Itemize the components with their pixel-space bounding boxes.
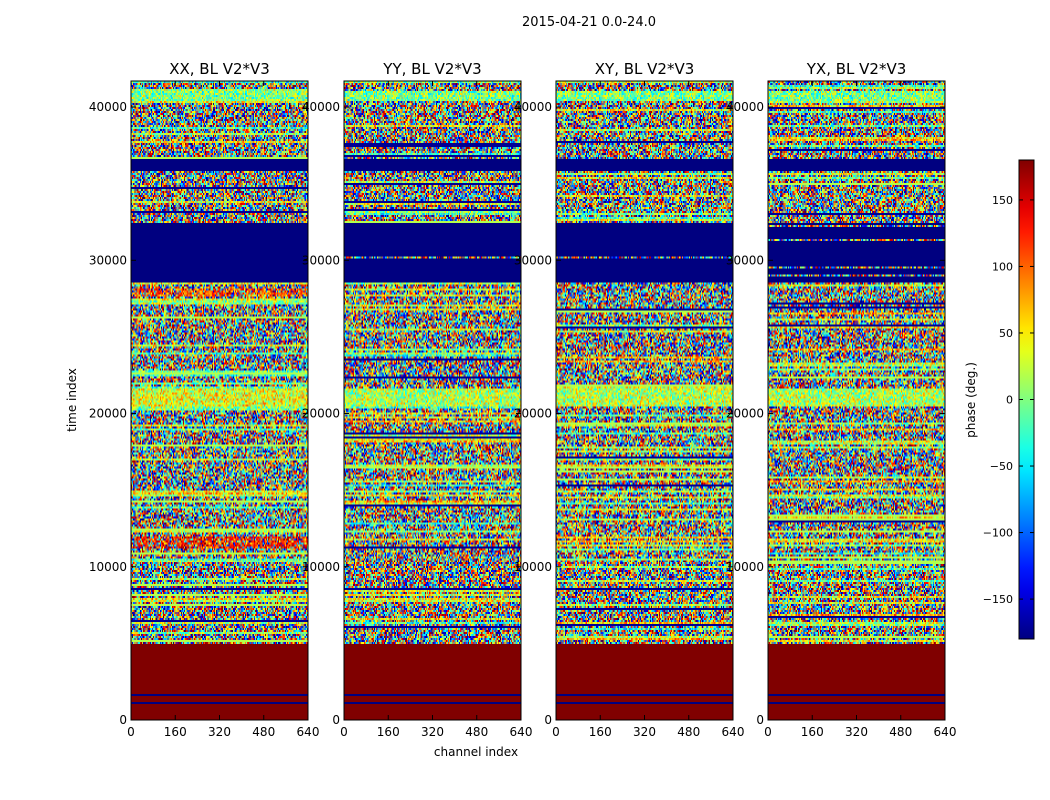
heatmap-image xyxy=(556,81,733,720)
y-tick-label: 40000 xyxy=(302,100,340,114)
panel-3: YX, BL V2*V3 0 160 320 480 640 0 10000 20000 3000… xyxy=(726,60,957,739)
x-tick-label: 640 xyxy=(934,725,957,739)
y-tick-label: 0 xyxy=(544,713,552,727)
x-tick-label: 480 xyxy=(677,725,700,739)
panels-group: XX, BL V2*V3 0 160 320 480 640 0 10000 20000 3000… xyxy=(89,60,957,739)
colorbar-tick-label: 150 xyxy=(992,194,1013,207)
y-tick-label: 10000 xyxy=(89,560,127,574)
panel-0: XX, BL V2*V3 0 160 320 480 640 0 10000 20000 3000… xyxy=(89,60,320,739)
colorbar-tick-label: 0 xyxy=(1006,394,1013,407)
panel-title: XY, BL V2*V3 xyxy=(595,60,695,78)
panel-2: XY, BL V2*V3 0 160 320 480 640 0 10000 20000 3000… xyxy=(514,60,745,739)
y-tick-label: 40000 xyxy=(726,100,764,114)
y-tick-label: 40000 xyxy=(514,100,552,114)
x-tick-label: 160 xyxy=(164,725,187,739)
panel-1: YY, BL V2*V3 0 160 320 480 640 0 10000 20000 3000… xyxy=(302,60,533,739)
panel-title: XX, BL V2*V3 xyxy=(169,60,270,78)
x-tick-label: 480 xyxy=(252,725,275,739)
colorbar-tick-label: 50 xyxy=(999,327,1013,340)
y-tick-label: 10000 xyxy=(726,560,764,574)
y-tick-label: 0 xyxy=(332,713,340,727)
y-tick-label: 10000 xyxy=(302,560,340,574)
y-tick-label: 30000 xyxy=(302,253,340,267)
y-tick-label: 30000 xyxy=(514,253,552,267)
x-tick-label: 320 xyxy=(845,725,868,739)
colorbar: 150 100 50 0 −50 −100 −150 xyxy=(983,159,1035,640)
colorbar-tick-label: −50 xyxy=(990,460,1013,473)
x-tick-label: 320 xyxy=(208,725,231,739)
panel-title: YY, BL V2*V3 xyxy=(382,60,481,78)
y-tick-label: 40000 xyxy=(89,100,127,114)
heatmap-image xyxy=(344,81,521,720)
x-tick-label: 640 xyxy=(297,725,320,739)
y-tick-label: 20000 xyxy=(302,407,340,421)
y-tick-label: 20000 xyxy=(89,407,127,421)
x-tick-label: 640 xyxy=(510,725,533,739)
figure-suptitle: 2015-04-21 0.0-24.0 xyxy=(522,15,656,30)
colorbar-label: phase (deg.) xyxy=(964,362,978,438)
x-tick-label: 320 xyxy=(633,725,656,739)
panel-title: YX, BL V2*V3 xyxy=(806,60,907,78)
colorbar-tick-label: 100 xyxy=(992,260,1013,273)
x-tick-label: 640 xyxy=(722,725,745,739)
colorbar-tick-label: −100 xyxy=(983,527,1013,540)
x-tick-label: 0 xyxy=(552,725,560,739)
y-tick-label: 0 xyxy=(756,713,764,727)
heatmap-image xyxy=(768,81,945,720)
colorbar-tick-label: −150 xyxy=(983,593,1013,606)
x-tick-label: 0 xyxy=(340,725,348,739)
y-tick-label: 30000 xyxy=(89,253,127,267)
y-axis-label: time index xyxy=(65,368,79,432)
x-tick-label: 0 xyxy=(764,725,772,739)
x-tick-label: 160 xyxy=(589,725,612,739)
y-tick-label: 20000 xyxy=(514,407,552,421)
x-tick-label: 160 xyxy=(801,725,824,739)
x-tick-label: 480 xyxy=(465,725,488,739)
x-tick-label: 0 xyxy=(127,725,135,739)
x-axis-label: channel index xyxy=(434,745,518,759)
y-tick-label: 30000 xyxy=(726,253,764,267)
y-tick-label: 0 xyxy=(119,713,127,727)
x-tick-label: 320 xyxy=(421,725,444,739)
x-tick-label: 480 xyxy=(889,725,912,739)
y-tick-label: 10000 xyxy=(514,560,552,574)
x-tick-label: 160 xyxy=(377,725,400,739)
heatmap-image xyxy=(131,81,308,720)
y-tick-label: 20000 xyxy=(726,407,764,421)
